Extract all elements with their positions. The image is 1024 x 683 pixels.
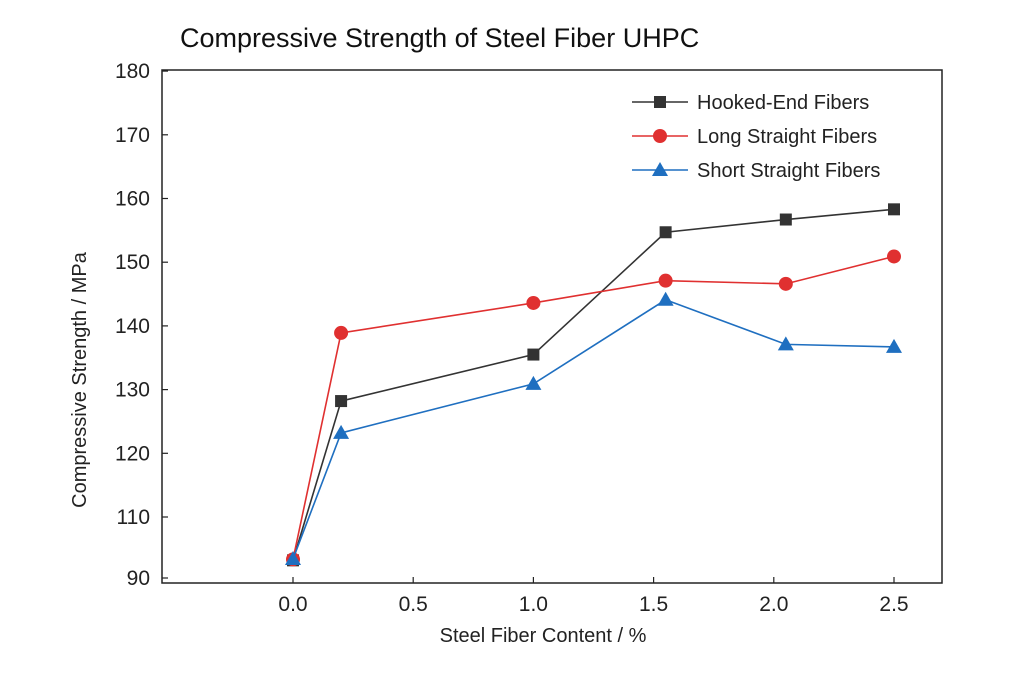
legend-item: Short Straight Fibers <box>632 160 880 182</box>
legend-marker <box>654 96 666 108</box>
data-point <box>779 213 792 226</box>
y-tick-label: 140 <box>115 315 150 338</box>
legend-label: Long Straight Fibers <box>697 126 877 148</box>
x-axis: 0.0 0.5 1.0 1.5 2.0 2.5 <box>278 577 909 616</box>
data-point <box>778 276 793 291</box>
legend-label: Hooked-End Fibers <box>697 92 869 114</box>
x-tick-label: 1.5 <box>639 593 668 616</box>
x-tick-label: 0.5 <box>399 593 428 616</box>
data-point <box>334 325 349 340</box>
data-point <box>527 348 540 361</box>
data-point <box>335 395 348 408</box>
data-point <box>526 295 541 310</box>
series-1 <box>287 203 900 567</box>
y-axis: 90 110 120 130 140 150 160 170 180 <box>115 60 168 590</box>
series-layer <box>285 203 902 567</box>
legend-marker <box>652 162 668 176</box>
y-tick-label: 110 <box>117 506 150 529</box>
data-point <box>886 338 902 353</box>
data-point <box>777 336 794 351</box>
legend-marker <box>653 129 667 143</box>
y-tick-label: 90 <box>127 567 150 590</box>
y-tick-label: 130 <box>115 379 150 402</box>
y-tick-label: 120 <box>115 442 150 465</box>
series-line <box>292 208 895 561</box>
data-point <box>658 273 673 288</box>
legend-item: Long Straight Fibers <box>632 126 877 148</box>
series-line <box>292 255 895 560</box>
data-point <box>888 203 900 216</box>
data-point <box>333 424 350 439</box>
y-axis-label: Compressive Strength / MPa <box>69 251 91 508</box>
y-tick-label: 150 <box>115 251 150 274</box>
series-2 <box>286 249 901 567</box>
series-3 <box>285 291 902 566</box>
data-point <box>285 551 301 566</box>
y-tick-label: 160 <box>115 188 150 211</box>
x-tick-label: 1.0 <box>519 593 548 616</box>
series-line <box>292 298 895 560</box>
data-point <box>659 226 672 239</box>
data-point <box>525 375 542 390</box>
y-tick-label: 170 <box>115 124 150 147</box>
legend-label: Short Straight Fibers <box>697 160 880 182</box>
y-tick-label: 180 <box>115 60 150 83</box>
data-point <box>657 291 674 306</box>
x-tick-label: 2.5 <box>879 593 908 616</box>
x-tick-label: 0.0 <box>278 593 307 616</box>
legend-item: Hooked-End Fibers <box>632 92 869 114</box>
chart-title: Compressive Strength of Steel Fiber UHPC <box>180 23 699 53</box>
x-tick-label: 2.0 <box>759 593 788 616</box>
x-axis-label: Steel Fiber Content / % <box>440 625 647 647</box>
data-point <box>887 249 901 264</box>
legend: Hooked-End Fibers Long Straight Fibers Sho… <box>632 92 880 182</box>
